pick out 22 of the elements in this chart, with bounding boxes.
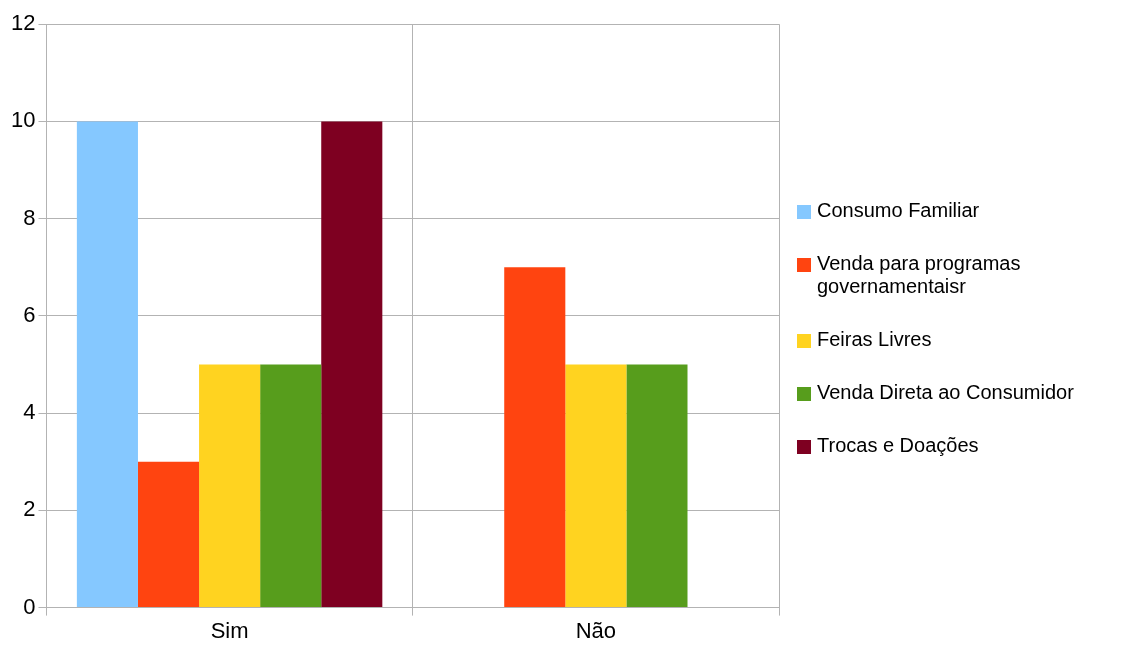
bar [260, 364, 322, 608]
x-tick-label: Não [575, 617, 617, 643]
bar [565, 364, 627, 608]
legend-label: Consumo Familiar [817, 199, 981, 222]
y-tick-label: 6 [23, 301, 36, 327]
x-tick-label: Sim [210, 617, 249, 643]
y-tick-label: 12 [10, 10, 36, 36]
bar [76, 121, 138, 608]
legend-label: Venda Direta ao Consumidor [817, 381, 1075, 404]
bar [504, 267, 566, 608]
legend-label: Trocas e Doações [817, 434, 980, 457]
bar [321, 121, 383, 608]
legend-label: Venda para programas governamentaisr [817, 252, 1022, 298]
y-tick-label: 2 [23, 496, 36, 522]
y-tick-label: 8 [23, 204, 36, 230]
bar [199, 364, 261, 608]
y-tick-label: 4 [23, 399, 36, 425]
legend-label: Feiras Livres [817, 328, 933, 351]
bar [626, 364, 688, 608]
y-tick-label: 10 [10, 107, 36, 133]
bar [137, 461, 200, 608]
y-tick-label: 0 [23, 593, 36, 619]
